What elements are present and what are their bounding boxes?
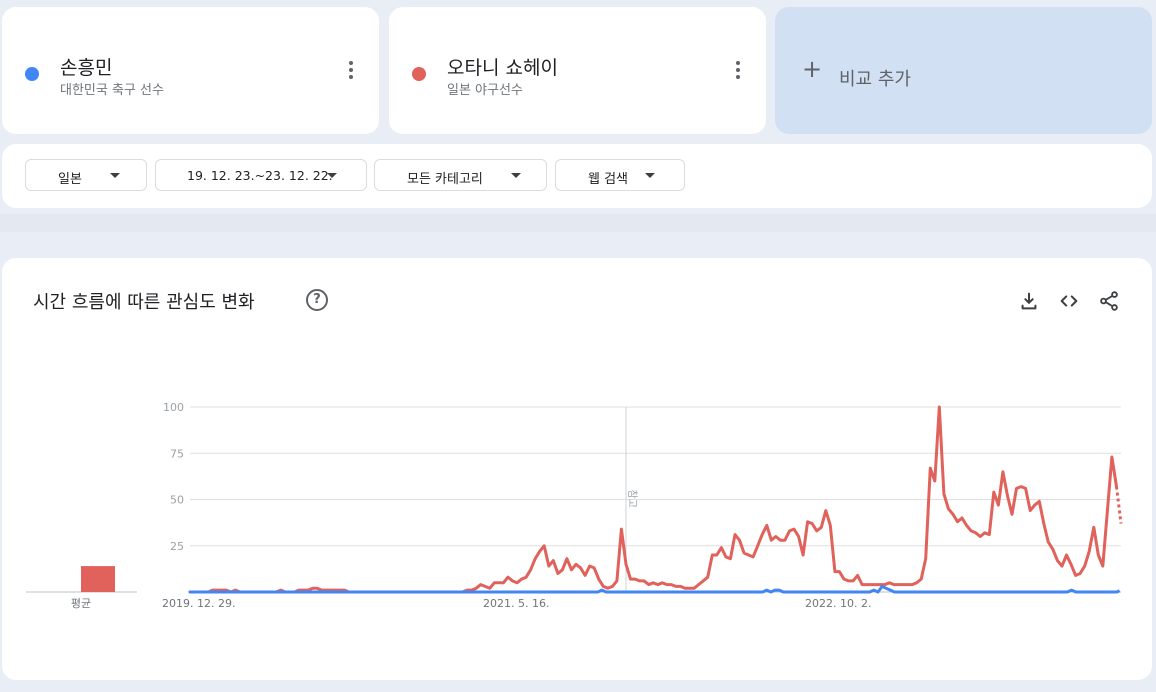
date-range-dropdown[interactable]: 19. 12. 23.~23. 12. 22. bbox=[155, 159, 367, 191]
caret-down-icon bbox=[327, 173, 337, 178]
interest-over-time-card: 25 50 75 100 참고 2019. 12. 29. 2021. 5. 16. 2022… bbox=[2, 258, 1152, 680]
y-tick-label: 50 bbox=[170, 494, 184, 507]
term-card-son[interactable]: 손흥민 대한민국 축구 선수 bbox=[2, 7, 379, 134]
caret-down-icon bbox=[511, 173, 521, 178]
category-value: 모든 카테고리 bbox=[407, 172, 483, 187]
add-compare-button[interactable]: + 비교 추가 bbox=[775, 7, 1152, 134]
section-divider bbox=[0, 214, 1156, 232]
embed-icon[interactable] bbox=[1058, 290, 1080, 312]
x-tick-label: 2022. 10. 2. bbox=[805, 597, 871, 610]
caret-down-icon bbox=[645, 173, 655, 178]
search-type-value: 웹 검색 bbox=[588, 172, 629, 187]
series-color-dot bbox=[25, 67, 39, 81]
date-range-value: 19. 12. 23.~23. 12. 22. bbox=[187, 168, 333, 183]
caret-down-icon bbox=[110, 173, 120, 178]
x-tick-label: 2019. 12. 29. bbox=[162, 597, 235, 610]
add-compare-label: 비교 추가 bbox=[839, 69, 911, 90]
term-name: 손흥민 bbox=[60, 57, 113, 79]
add-icon: + bbox=[802, 55, 823, 83]
average-bar bbox=[81, 566, 115, 592]
term-subtitle: 일본 야구선수 bbox=[447, 83, 523, 98]
y-tick-label: 75 bbox=[170, 447, 184, 460]
series-line-ohtani bbox=[188, 405, 1118, 594]
term-subtitle: 대한민국 축구 선수 bbox=[60, 83, 164, 98]
average-label: 평균 bbox=[71, 597, 91, 610]
more-vert-icon[interactable] bbox=[732, 61, 744, 83]
share-icon[interactable] bbox=[1098, 290, 1120, 312]
annotation-label: 참고 bbox=[626, 490, 638, 508]
term-card-ohtani[interactable]: 오타니 쇼헤이 일본 야구선수 bbox=[389, 7, 766, 134]
x-tick-label: 2021. 5. 16. bbox=[483, 597, 549, 610]
series-partial-line bbox=[1115, 486, 1123, 524]
series-line-son bbox=[188, 584, 1119, 594]
y-tick-label: 25 bbox=[170, 540, 184, 553]
region-value: 일본 bbox=[58, 172, 82, 187]
download-icon[interactable] bbox=[1018, 290, 1040, 312]
series-partial-line bbox=[1116, 588, 1122, 594]
y-tick-label: 100 bbox=[163, 401, 184, 414]
chart-title: 시간 흐름에 따른 관심도 변화 bbox=[33, 292, 255, 313]
line-chart: 25 50 75 100 참고 2019. 12. 29. 2021. 5. 16. 2022… bbox=[26, 401, 1123, 610]
category-dropdown[interactable]: 모든 카테고리 bbox=[374, 159, 547, 191]
filter-bar: 일본 19. 12. 23.~23. 12. 22. 모든 카테고리 웹 검색 bbox=[2, 144, 1152, 208]
region-dropdown[interactable]: 일본 bbox=[25, 159, 147, 191]
term-name: 오타니 쇼헤이 bbox=[447, 57, 558, 79]
search-type-dropdown[interactable]: 웹 검색 bbox=[555, 159, 685, 191]
series-color-dot bbox=[412, 67, 426, 81]
more-vert-icon[interactable] bbox=[345, 61, 357, 83]
help-icon[interactable]: ? bbox=[306, 289, 328, 311]
